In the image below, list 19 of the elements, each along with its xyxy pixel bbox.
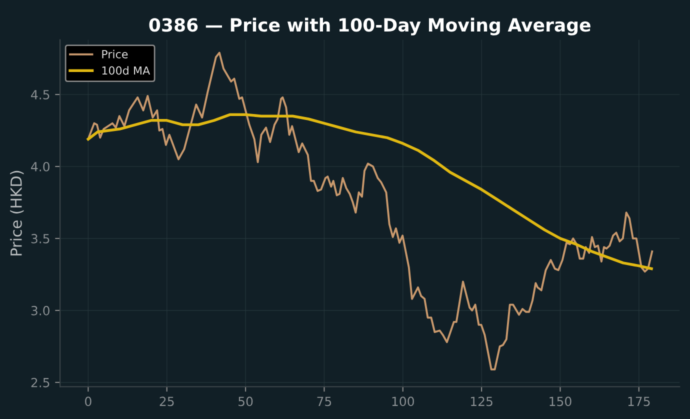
y-tick-label: 2.5 [31, 378, 50, 388]
line-series [87, 52, 654, 370]
x-tick-label: 125 [470, 396, 492, 406]
legend-label: 100d MA [102, 66, 150, 75]
x-tick-label: 100 [392, 396, 414, 406]
legend-label: Price [102, 50, 128, 58]
x-tick-label: 175 [628, 396, 650, 406]
chart-title: 0386 — Price with 100-Day Moving Average [149, 18, 590, 36]
x-tick-label: 25 [160, 396, 174, 406]
x-tick-label: 150 [550, 396, 572, 406]
y-tick-label: 3.5 [31, 234, 50, 244]
y-tick-label: 3.0 [31, 306, 50, 316]
x-tick-label: 50 [238, 396, 253, 406]
x-tick-label: 0 [85, 396, 92, 406]
line-series [86, 113, 653, 270]
y-tick-label: 4.0 [31, 162, 50, 172]
x-tick-label: 75 [317, 396, 332, 406]
y-axis-title: Price (HKD) [10, 170, 24, 256]
y-tick-label: 4.5 [31, 90, 50, 100]
